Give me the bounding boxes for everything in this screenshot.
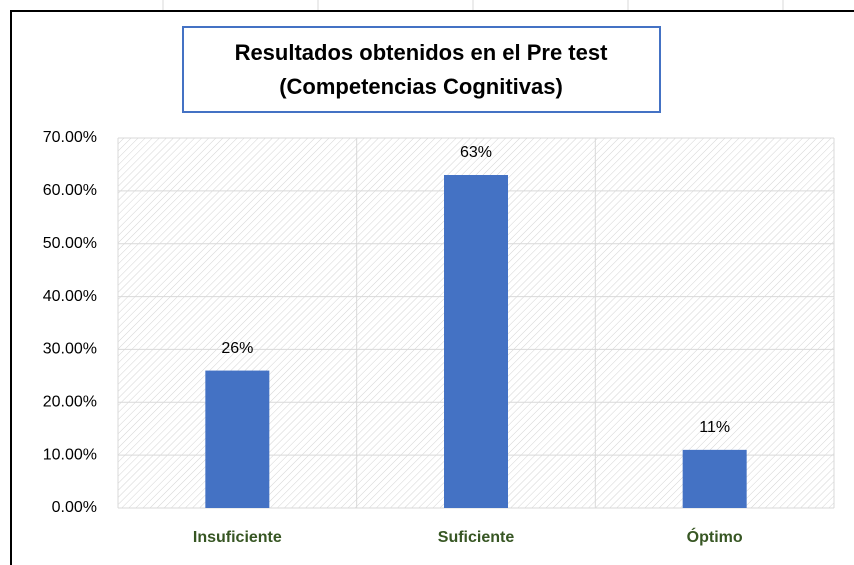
bar — [682, 449, 747, 508]
y-tick-label: 40.00% — [43, 288, 97, 305]
data-label: 63% — [460, 144, 492, 161]
y-tick-label: 50.00% — [43, 235, 97, 252]
x-tick-label: Suficiente — [438, 529, 515, 546]
y-tick-label: 70.00% — [43, 129, 97, 146]
title-box — [182, 26, 661, 113]
y-tick-label: 60.00% — [43, 182, 97, 199]
chart-title: Resultados obtenidos en el Pre test — [235, 40, 609, 65]
data-label: 26% — [221, 340, 253, 357]
y-tick-label: 10.00% — [43, 446, 97, 463]
y-tick-label: 0.00% — [52, 499, 97, 516]
data-label: 11% — [699, 419, 730, 436]
x-tick-label: Óptimo — [687, 527, 743, 546]
sheet-gridlines — [162, 0, 784, 10]
bar — [444, 175, 508, 508]
chart-title: (Competencias Cognitivas) — [279, 74, 563, 99]
y-tick-label: 30.00% — [43, 341, 97, 358]
bar — [205, 370, 270, 508]
x-tick-label: Insuficiente — [193, 529, 282, 546]
y-tick-label: 20.00% — [43, 394, 97, 411]
